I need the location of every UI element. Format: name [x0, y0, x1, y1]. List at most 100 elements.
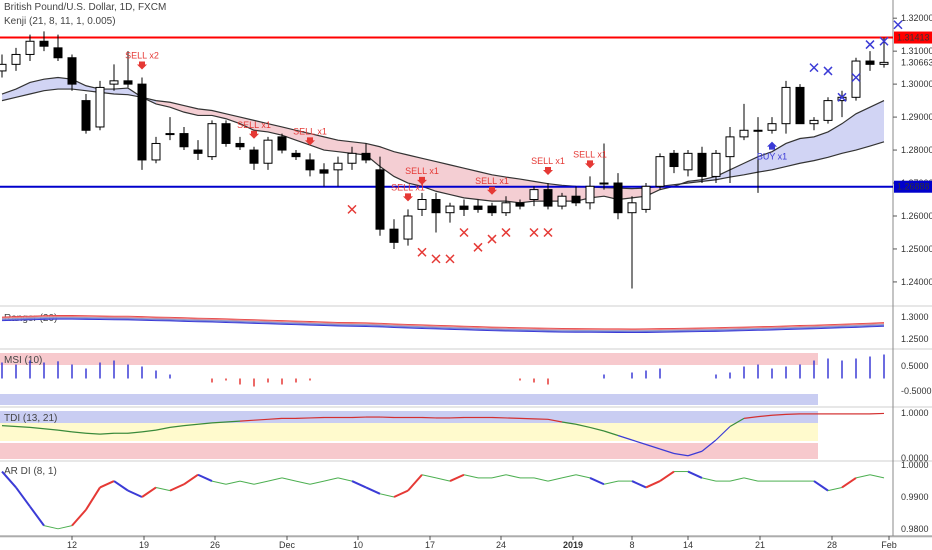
ranger-line	[1, 315, 885, 331]
ardi-line	[407, 474, 423, 492]
tdi-line	[589, 426, 605, 432]
tdi-line	[71, 431, 87, 434]
tdi-line	[1, 425, 17, 428]
price-tick-label: 1.29000	[901, 112, 932, 122]
tdi-label: TDI (13, 21)	[4, 413, 57, 424]
ardi-line	[155, 486, 171, 492]
sell-cross	[347, 204, 357, 214]
time-tick-label: 17	[425, 540, 435, 550]
sell-cross	[473, 242, 483, 252]
ardi-line	[183, 473, 199, 486]
band-segment	[16, 82, 30, 98]
time-tick-label: 21	[755, 540, 765, 550]
msi-upper-zone	[0, 353, 818, 365]
ardi-line	[43, 525, 59, 530]
time-tick-label: 28	[827, 540, 837, 550]
ardi-line	[743, 477, 759, 482]
band-segment	[240, 117, 254, 131]
msi-label: MSI (10)	[4, 355, 42, 366]
buy-cross	[893, 20, 903, 30]
candle-body	[389, 228, 399, 243]
ardi-line	[169, 483, 185, 492]
ranger-tick-label: 1.3000	[901, 312, 929, 322]
sell-arrow	[585, 160, 595, 169]
candle-body	[753, 129, 763, 132]
sell-cross	[459, 227, 469, 238]
ardi-line	[841, 477, 857, 489]
tdi-line	[57, 429, 73, 433]
sell-arrow	[403, 193, 413, 202]
tdi-line	[701, 439, 717, 452]
band-segment	[450, 164, 464, 198]
ardi-line	[645, 480, 661, 489]
ardi-line	[253, 480, 269, 485]
ardi-line	[421, 474, 437, 479]
sell-arrow	[543, 167, 553, 176]
candle-body	[221, 123, 231, 144]
ardi-line	[379, 493, 395, 498]
band-segment	[408, 155, 422, 187]
candle-body	[599, 182, 609, 185]
buy-cross	[879, 36, 889, 46]
ardi-line	[603, 480, 619, 485]
tdi-line	[547, 418, 563, 423]
candle-body	[81, 100, 91, 131]
band-segment	[464, 168, 478, 200]
ardi-line	[449, 473, 465, 483]
sell-signal-label: SELL x1	[237, 120, 271, 130]
blue-level-tag-bg	[894, 180, 932, 193]
candle-body	[459, 205, 469, 210]
candle-body	[571, 195, 581, 204]
candle-body	[851, 60, 861, 98]
candle-body	[249, 149, 259, 164]
ardi-line	[309, 480, 325, 485]
candle-body	[739, 129, 749, 138]
ranger-line	[1, 317, 885, 333]
tdi-line	[715, 426, 731, 441]
candle-body	[25, 40, 35, 55]
sell-signal-label: SELL x2	[125, 51, 159, 61]
ranger-line	[1, 318, 885, 334]
candle-body	[361, 152, 371, 161]
time-tick-label: 10	[353, 540, 363, 550]
tdi-line	[85, 432, 101, 435]
tdi-line	[43, 428, 59, 431]
ardi-line	[57, 525, 73, 530]
time-tick-label: 12	[67, 540, 77, 550]
ardi-line	[365, 486, 381, 495]
msi-tick-label: -0.5000	[901, 386, 932, 396]
ardi-line	[225, 480, 241, 485]
ardi-line	[869, 474, 885, 479]
sell-signal-label: SELL x1	[293, 126, 327, 136]
candle-body	[165, 133, 175, 136]
band-segment	[744, 156, 758, 175]
band-segment	[324, 136, 338, 152]
sell-arrow	[249, 130, 259, 139]
ranger-tick-label: 1.2500	[901, 334, 929, 344]
ardi-line	[239, 480, 255, 485]
candle-body	[529, 189, 539, 201]
candle-body	[123, 80, 133, 85]
tdi-line	[141, 429, 157, 433]
ranger-line	[1, 316, 885, 332]
band-segment	[352, 141, 366, 155]
ardi-line	[505, 474, 521, 479]
candle-body	[697, 152, 707, 177]
band-segment	[44, 77, 58, 91]
ardi-line	[29, 505, 45, 527]
chart-title: British Pound/U.S. Dollar, 1D, FXCM	[4, 2, 167, 13]
sell-arrow	[487, 186, 497, 195]
tdi-line	[659, 448, 675, 455]
tdi-line	[687, 450, 703, 457]
buy-cross	[865, 40, 875, 50]
current-price-label: 1.30663	[901, 57, 932, 67]
candle-body	[11, 53, 21, 65]
candle-body	[291, 152, 301, 158]
price-tick-label: 1.30000	[901, 79, 932, 89]
candle-body	[487, 205, 497, 214]
candle-body	[53, 47, 63, 59]
ardi-line	[463, 474, 479, 479]
red-level-tag: 1.31413	[897, 33, 930, 43]
candle-body	[445, 205, 455, 214]
